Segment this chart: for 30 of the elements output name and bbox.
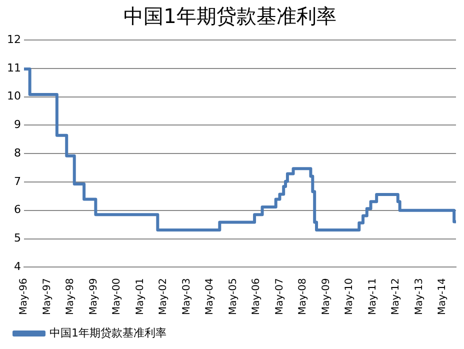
x-tick-label: May-97: [42, 278, 53, 316]
x-tick-label: May-01: [134, 278, 146, 316]
x-tick-label: May-96: [18, 278, 30, 316]
x-tick-label: May-02: [158, 278, 170, 316]
x-tick-label: May-00: [112, 278, 123, 316]
y-tick-label: 9: [14, 118, 21, 132]
x-tick-label: May-08: [298, 278, 309, 316]
x-tick-label: May-14: [437, 278, 448, 316]
x-tick-label: May-09: [320, 278, 332, 316]
y-tick-label: 4: [14, 260, 21, 274]
x-tick-label: May-13: [414, 278, 425, 316]
x-tick-label: May-05: [228, 278, 239, 316]
y-tick-label: 5: [14, 232, 21, 245]
x-tick-label: May-12: [390, 278, 402, 316]
x-tick-label: May-04: [204, 278, 216, 316]
x-tick-label: May-10: [344, 278, 356, 316]
y-tick-label: 11: [6, 61, 21, 74]
x-tick-label: May-07: [274, 278, 286, 316]
x-tick-label: May-99: [88, 278, 100, 316]
y-tick-label: 8: [14, 146, 21, 160]
y-tick-label: 7: [14, 174, 21, 188]
y-tick-label: 12: [6, 32, 21, 46]
chart-title: 中国1年期贷款基准利率: [124, 4, 336, 28]
legend-label: 中国1年期贷款基准利率: [50, 326, 166, 340]
x-tick-label: May-98: [65, 278, 76, 316]
y-tick-label: 10: [6, 90, 21, 103]
x-tick-label: May-03: [181, 278, 192, 316]
y-tick-label: 6: [14, 203, 21, 216]
x-tick-label: May-06: [251, 278, 262, 316]
x-tick-label: May-11: [367, 278, 378, 316]
